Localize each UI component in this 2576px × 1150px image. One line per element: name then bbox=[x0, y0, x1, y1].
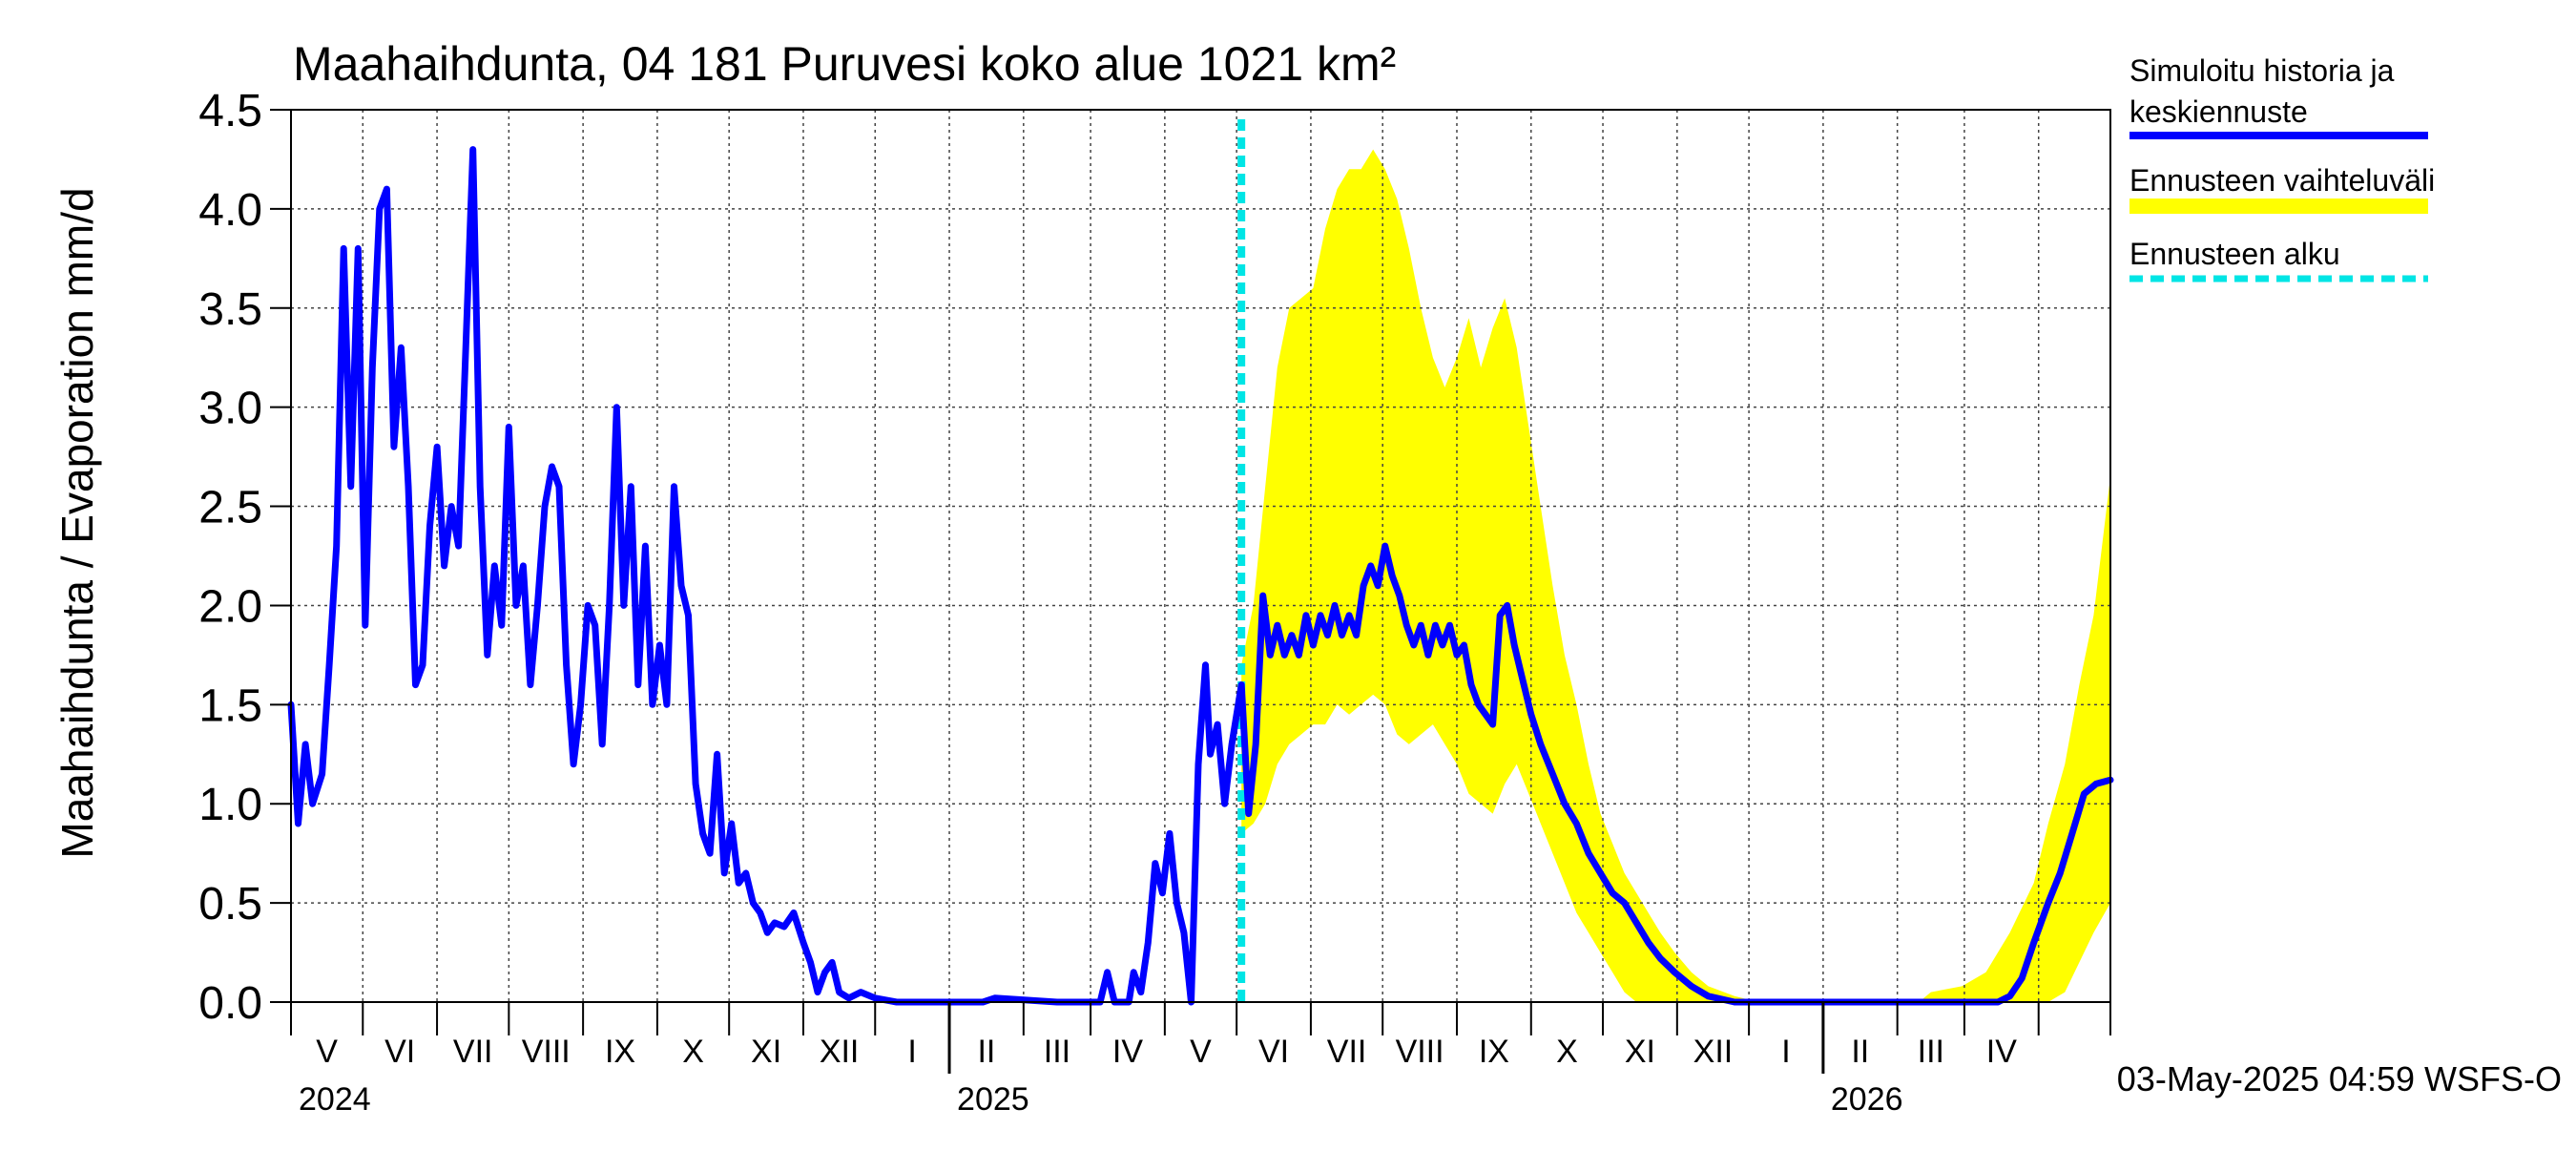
legend: Simuloitu historia ja keskiennuste Ennuste… bbox=[2129, 53, 2435, 282]
month-label-4: IX bbox=[605, 1034, 635, 1070]
year-label-0: 2024 bbox=[299, 1081, 371, 1118]
legend-forecast-start-text: Ennusteen alku bbox=[2129, 237, 2340, 271]
month-label-8: I bbox=[907, 1034, 916, 1070]
month-label-13: VI bbox=[1258, 1034, 1289, 1070]
history-forecast-line bbox=[287, 146, 2114, 1006]
y-tick-label-8: 4.0 bbox=[198, 185, 262, 236]
month-label-14: VII bbox=[1327, 1034, 1367, 1070]
month-label-11: IV bbox=[1112, 1034, 1143, 1070]
y-tick-label-3: 1.5 bbox=[198, 680, 262, 731]
y-tick-label-9: 4.5 bbox=[198, 86, 262, 136]
month-label-9: II bbox=[977, 1034, 995, 1070]
month-label-23: IV bbox=[1986, 1034, 2017, 1070]
y-tick-label-7: 3.5 bbox=[198, 284, 262, 335]
month-label-2: VII bbox=[453, 1034, 493, 1070]
month-label-16: IX bbox=[1479, 1034, 1509, 1070]
footer-timestamp: 03-May-2025 04:59 WSFS-O bbox=[2117, 1059, 2562, 1098]
plot-frame bbox=[290, 109, 2111, 1003]
y-axis-label: Maahaihdunta / Evaporation mm/d bbox=[52, 187, 102, 858]
month-label-7: XII bbox=[820, 1034, 860, 1070]
legend-band-text: Ennusteen vaihteluväli bbox=[2129, 163, 2435, 198]
grid-layer bbox=[291, 110, 2110, 1002]
forecast-band-layer bbox=[1241, 149, 2110, 1003]
month-label-15: VIII bbox=[1396, 1034, 1444, 1070]
month-label-17: X bbox=[1556, 1034, 1578, 1070]
legend-history-text-2: keskiennuste bbox=[2129, 94, 2308, 129]
axes-layer: 0.00.51.01.52.02.53.03.54.04.5V VI VII VIII… bbox=[198, 86, 2111, 1118]
month-label-0: V bbox=[316, 1034, 338, 1070]
month-label-22: III bbox=[1918, 1034, 1944, 1070]
month-label-18: XI bbox=[1625, 1034, 1655, 1070]
y-tick-label-6: 3.0 bbox=[198, 384, 262, 434]
y-tick-label-5: 2.5 bbox=[198, 483, 262, 533]
month-label-1: VI bbox=[384, 1034, 415, 1070]
y-tick-label-0: 0.0 bbox=[198, 978, 262, 1029]
month-label-3: VIII bbox=[522, 1034, 571, 1070]
month-label-5: X bbox=[682, 1034, 704, 1070]
history-line-layer bbox=[287, 146, 2114, 1006]
month-label-21: II bbox=[1851, 1034, 1869, 1070]
year-label-1: 2025 bbox=[957, 1081, 1029, 1118]
month-label-20: I bbox=[1781, 1034, 1790, 1070]
y-tick-label-1: 0.5 bbox=[198, 879, 262, 930]
month-label-19: XII bbox=[1693, 1034, 1734, 1070]
y-tick-label-4: 2.0 bbox=[198, 581, 262, 632]
chart-title: Maahaihdunta, 04 181 Puruvesi koko alue … bbox=[293, 37, 1396, 91]
month-label-10: III bbox=[1044, 1034, 1070, 1070]
legend-history-text-1: Simuloitu historia ja bbox=[2129, 53, 2395, 88]
y-tick-label-2: 1.0 bbox=[198, 780, 262, 830]
forecast-range-band bbox=[1241, 149, 2110, 1003]
month-label-6: XI bbox=[751, 1034, 781, 1070]
year-label-2: 2026 bbox=[1831, 1081, 1903, 1118]
month-label-12: V bbox=[1190, 1034, 1212, 1070]
